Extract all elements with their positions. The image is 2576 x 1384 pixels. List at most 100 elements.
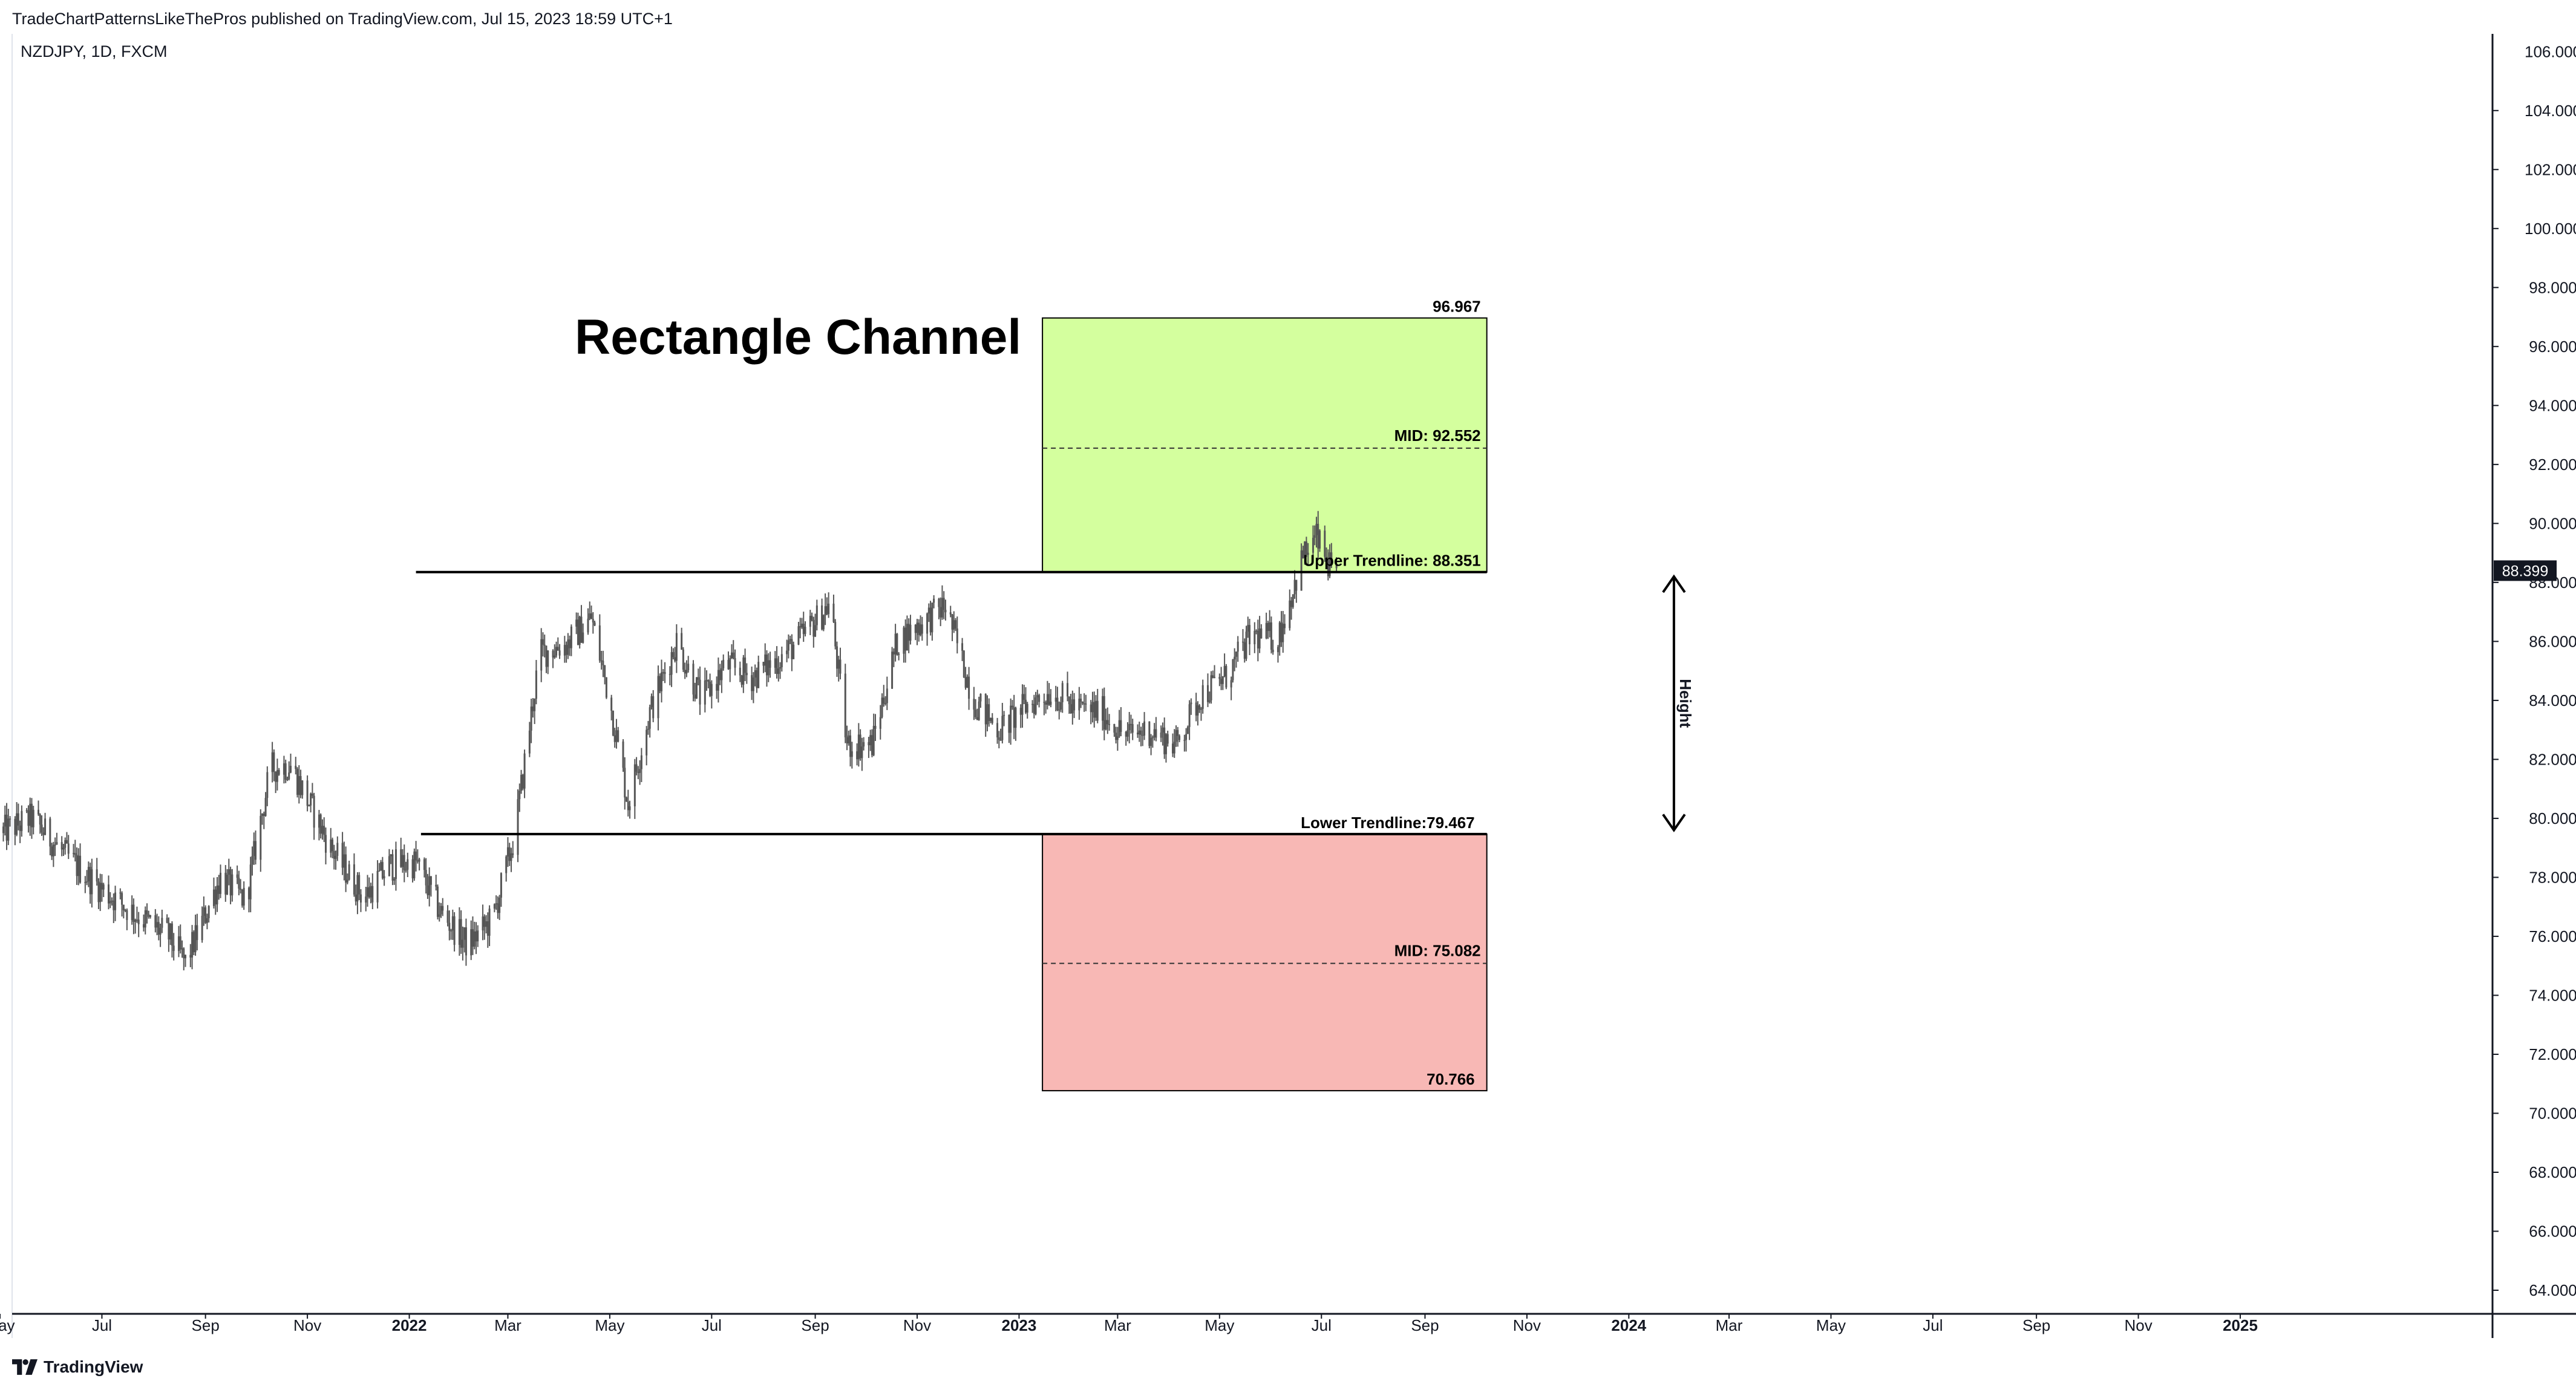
candle-body (547, 650, 549, 667)
candle-body (1278, 622, 1281, 647)
candle-body (886, 688, 888, 703)
time-tick-label: Sep (192, 1316, 220, 1334)
candle-body (821, 605, 823, 630)
candle-body (1093, 702, 1096, 718)
candle-body (1260, 628, 1263, 639)
candle-body (1247, 625, 1249, 632)
candle-body (470, 929, 472, 956)
time-tick-label: Mar (1716, 1316, 1743, 1334)
price-tick-label: 68.000 (2529, 1163, 2576, 1181)
candle-body (627, 801, 629, 811)
candle-body (483, 916, 486, 927)
candle-body (769, 660, 771, 668)
candle-body (1245, 632, 1247, 659)
candle-body (1185, 734, 1188, 740)
candle-body (745, 673, 748, 676)
candle-body (709, 681, 711, 696)
candle-body (52, 844, 54, 857)
candle-body (881, 697, 883, 717)
candle-body (898, 653, 900, 655)
candle-body (249, 864, 252, 899)
candle-body (1150, 737, 1152, 746)
candle-body (582, 632, 584, 643)
candle-body (240, 889, 242, 890)
candle-body (332, 839, 334, 851)
candle-body (324, 835, 327, 853)
candle-body (229, 869, 232, 896)
candle-body (356, 875, 359, 902)
candle-body (247, 887, 250, 899)
symbol-legend[interactable]: NZDJPY, 1D, FXCM (21, 42, 168, 60)
candle-body (486, 921, 489, 936)
candle-body (62, 847, 65, 850)
candle-body (284, 763, 287, 780)
candle-body (1265, 622, 1267, 639)
candle-body (19, 825, 21, 831)
candle-body (266, 772, 269, 798)
candle-body (73, 853, 75, 854)
candle-body (1067, 683, 1069, 697)
candle-body (797, 626, 800, 645)
candle-body (353, 864, 355, 895)
candle-body (1148, 721, 1151, 746)
candle-body (793, 644, 795, 659)
candle-body (1102, 696, 1104, 721)
candle-body (1171, 743, 1174, 754)
candle-body (142, 924, 145, 928)
candle-body (403, 855, 405, 870)
candle-body (1061, 683, 1064, 702)
candle-body (1327, 560, 1329, 576)
price-axis[interactable]: 64.000 66.000 68.000 70.000 72.000 74.000 76.0… (2493, 42, 2576, 1299)
candle-body (1036, 695, 1039, 697)
candle-body (453, 916, 456, 945)
candle-body (359, 894, 362, 903)
candle-body (1138, 730, 1140, 735)
candle-body (1165, 734, 1167, 754)
candle-body (650, 696, 653, 708)
price-tick-label: 84.000 (2529, 691, 2576, 710)
tradingview-logo-icon (12, 1359, 38, 1375)
candle-body (1295, 579, 1298, 591)
candle-body (604, 665, 606, 677)
candle-body (96, 869, 98, 882)
time-axis[interactable]: May Jul Sep Nov 2022 Mar May Jul Sep Nov 2023 Mar Ma… (0, 1314, 2258, 1334)
candle-body (405, 869, 407, 871)
candle-body (119, 892, 122, 894)
tradingview-brand[interactable]: TradingView (12, 1355, 143, 1379)
candle-body (1001, 716, 1004, 740)
candle-body (699, 679, 701, 705)
candle-body (777, 668, 780, 674)
stop-mid-label: MID: 75.082 (1394, 942, 1481, 960)
candle-body (32, 809, 34, 827)
candle-body (286, 778, 289, 780)
current-price-badge (2494, 560, 2557, 581)
candle-body (102, 884, 105, 890)
candle-body (1023, 694, 1025, 700)
time-tick-label: Mar (1104, 1316, 1131, 1334)
time-tick-label: May (0, 1316, 15, 1334)
candle-body (554, 655, 556, 658)
candle-body (273, 752, 275, 772)
candle-body (730, 652, 733, 658)
candle-body (756, 670, 758, 688)
candle-body (903, 627, 905, 654)
candle-body (1035, 697, 1037, 714)
candle-body (488, 909, 491, 936)
candle-body (355, 894, 357, 902)
candle-body (298, 776, 300, 795)
candle-body (465, 927, 467, 956)
candle-body (613, 735, 616, 742)
candle-body (156, 922, 159, 928)
trendlines-layer (416, 570, 1686, 835)
candle-body (1313, 535, 1316, 538)
candle-body (520, 774, 523, 791)
candle-body (346, 880, 348, 883)
candle-body (38, 809, 40, 815)
candle-body (91, 869, 93, 895)
candle-body (1282, 624, 1284, 642)
candle-body (707, 680, 710, 682)
candle-body (1162, 727, 1164, 733)
candle-body (914, 624, 917, 633)
candle-body (1195, 702, 1197, 716)
